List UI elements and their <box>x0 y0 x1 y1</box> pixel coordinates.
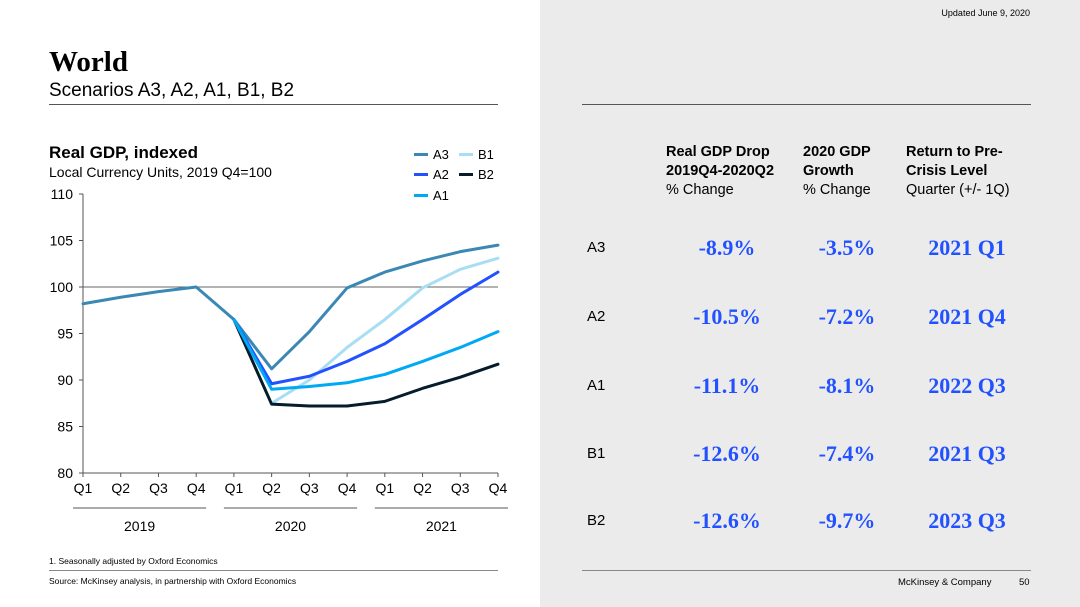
col-header-growth-unit: % Change <box>803 182 871 198</box>
col-header-growth-line2: Growth <box>803 163 854 179</box>
growth-value: -9.7% <box>818 508 876 533</box>
return-value: 2021 Q3 <box>928 441 1006 466</box>
updated-date: Updated June 9, 2020 <box>941 8 1030 18</box>
legend-label-a3: A3 <box>433 147 449 162</box>
year-group-label: 2019 <box>124 518 155 534</box>
table-top-divider <box>582 104 1031 105</box>
y-tick-label: 110 <box>51 186 74 202</box>
x-tick-label: Q2 <box>413 480 432 496</box>
y-tick-label: 85 <box>57 419 73 435</box>
row-label: B2 <box>587 512 606 529</box>
legend-label-a2: A2 <box>433 167 449 182</box>
legend-item-a2: A2 <box>414 167 449 182</box>
col-header-return: Return to Pre- Crisis Level Quarter (+/-… <box>906 143 1010 200</box>
legend-swatch-a2 <box>414 173 428 176</box>
row-label: B1 <box>587 445 606 462</box>
series-line-a1 <box>232 318 500 391</box>
growth-value: -7.2% <box>818 304 876 329</box>
title-divider <box>49 104 498 105</box>
col-header-return-line1: Return to Pre- <box>906 144 1003 160</box>
gdp-line-chart: 80 85 90 95 100 105 110 Q1 Q2 Q3 Q4 Q1 Q2 Q3 Q4 Q1 Q2 Q3 Q… <box>50 186 508 534</box>
x-tick-label: Q4 <box>489 480 508 496</box>
growth-value: -7.4% <box>818 441 876 466</box>
x-tick-label: Q3 <box>149 480 168 496</box>
y-tick-label: 95 <box>57 326 73 342</box>
col-header-drop-unit: % Change <box>666 182 734 198</box>
legend-item-b2: B2 <box>459 167 494 182</box>
page-number: 50 <box>1019 577 1030 588</box>
legend-label-b2: B2 <box>478 167 494 182</box>
legend-label-a1: A1 <box>433 188 449 203</box>
x-tick-label: Q1 <box>375 480 394 496</box>
row-label: A3 <box>587 239 606 256</box>
chart-title: Real GDP, indexed <box>49 143 198 162</box>
x-tick-label: Q3 <box>300 480 319 496</box>
growth-value: -3.5% <box>818 235 876 260</box>
footnote: 1. Seasonally adjusted by Oxford Economi… <box>49 556 218 566</box>
y-tick-label: 90 <box>57 372 73 388</box>
page-subtitle: Scenarios A3, A2, A1, B1, B2 <box>49 80 295 101</box>
col-header-return-unit: Quarter (+/- 1Q) <box>906 182 1010 198</box>
y-tick-label: 80 <box>57 465 73 481</box>
series-line-a2 <box>232 270 500 386</box>
return-value: 2022 Q3 <box>928 373 1006 398</box>
chart-subtitle: Local Currency Units, 2019 Q4=100 <box>49 164 272 180</box>
legend-item-a1: A1 <box>414 188 449 203</box>
drop-value: -10.5% <box>693 304 761 329</box>
right-panel-background <box>540 0 1080 607</box>
return-value: 2021 Q4 <box>928 304 1006 329</box>
y-tick-label: 105 <box>50 233 74 249</box>
row-label: A2 <box>587 308 606 325</box>
source-note: Source: McKinsey analysis, in partnershi… <box>49 576 297 586</box>
x-tick-label: Q2 <box>262 480 281 496</box>
footer-divider-left <box>49 570 498 571</box>
drop-value: -11.1% <box>693 373 761 398</box>
col-header-drop-line1: Real GDP Drop <box>666 144 770 160</box>
col-header-growth-line1: 2020 GDP <box>803 144 871 160</box>
col-header-drop: Real GDP Drop 2019Q4-2020Q2 % Change <box>666 143 774 200</box>
x-tick-label: Q2 <box>111 480 130 496</box>
page-title: World <box>49 46 128 78</box>
footer-divider-right <box>582 570 1031 571</box>
company-name: McKinsey & Company <box>898 577 992 588</box>
series-line-b2 <box>232 318 500 408</box>
series-line-a3 <box>81 243 500 371</box>
return-value: 2023 Q3 <box>928 508 1006 533</box>
drop-value: -12.6% <box>693 508 761 533</box>
legend-item-a3: A3 <box>414 147 449 162</box>
col-header-return-line2: Crisis Level <box>906 163 988 179</box>
return-value: 2021 Q1 <box>928 235 1006 260</box>
drop-value: -8.9% <box>698 235 756 260</box>
x-tick-label: Q4 <box>187 480 206 496</box>
legend-swatch-a1 <box>414 194 428 197</box>
x-tick-label: Q1 <box>225 480 244 496</box>
col-header-growth: 2020 GDP Growth % Change <box>803 143 871 200</box>
year-group-label: 2020 <box>275 518 306 534</box>
col-header-drop-line2: 2019Q4-2020Q2 <box>666 163 775 179</box>
x-tick-label: Q4 <box>338 480 357 496</box>
legend-swatch-a3 <box>414 153 428 156</box>
legend-item-b1: B1 <box>459 147 494 162</box>
drop-value: -12.6% <box>693 441 761 466</box>
row-label: A1 <box>587 377 606 394</box>
year-group-label: 2021 <box>426 518 457 534</box>
legend-swatch-b2 <box>459 173 473 176</box>
legend-label-b1: B1 <box>478 147 494 162</box>
growth-value: -8.1% <box>818 373 876 398</box>
legend-swatch-b1 <box>459 153 473 156</box>
series-line-b1 <box>270 256 500 405</box>
x-tick-label: Q3 <box>451 480 470 496</box>
x-tick-label: Q1 <box>74 480 93 496</box>
y-tick-label: 100 <box>50 279 74 295</box>
